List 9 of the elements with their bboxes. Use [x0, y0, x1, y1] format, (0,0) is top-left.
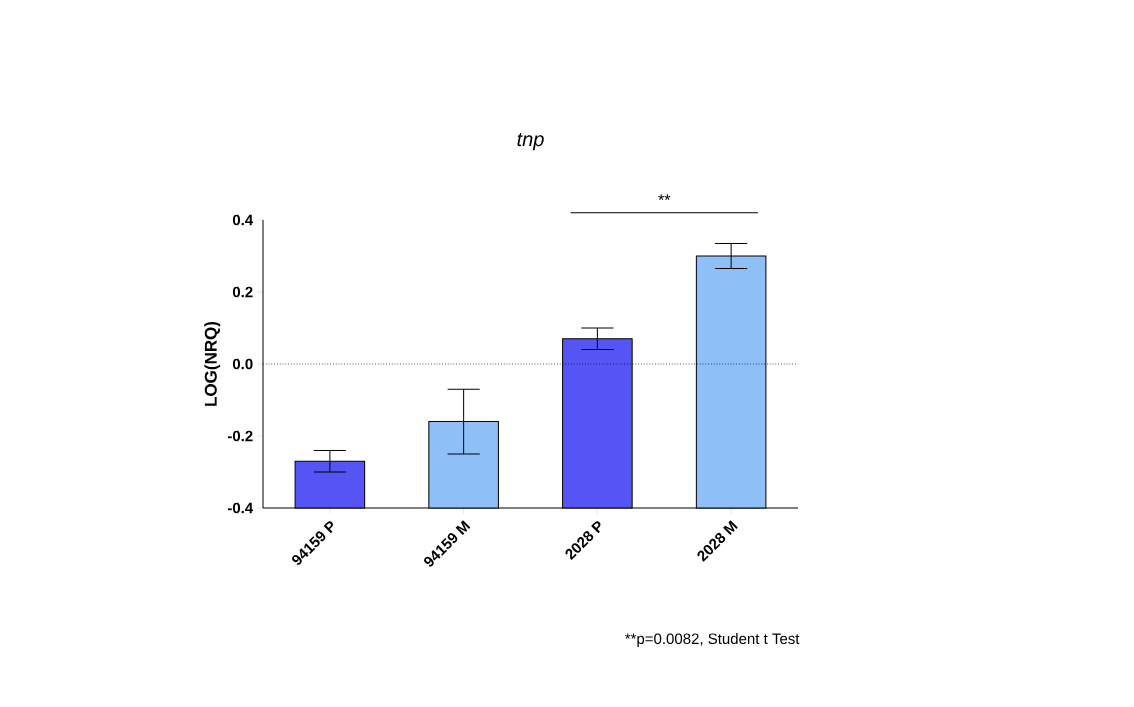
- y-axis-title: LOG(NRQ): [204, 321, 221, 406]
- text: **: [658, 194, 671, 200]
- chart-title: tnp: [517, 133, 544, 151]
- y-tick-label: -0.4: [227, 502, 254, 514]
- y-tick-label: -0.2: [227, 430, 253, 442]
- y-tick-label: 0.2: [232, 286, 253, 298]
- text: **p=0.0082, Student t Test: [625, 633, 800, 647]
- y-tick-label: 0.0: [232, 358, 253, 370]
- y-tick-label: 0.4: [232, 214, 254, 226]
